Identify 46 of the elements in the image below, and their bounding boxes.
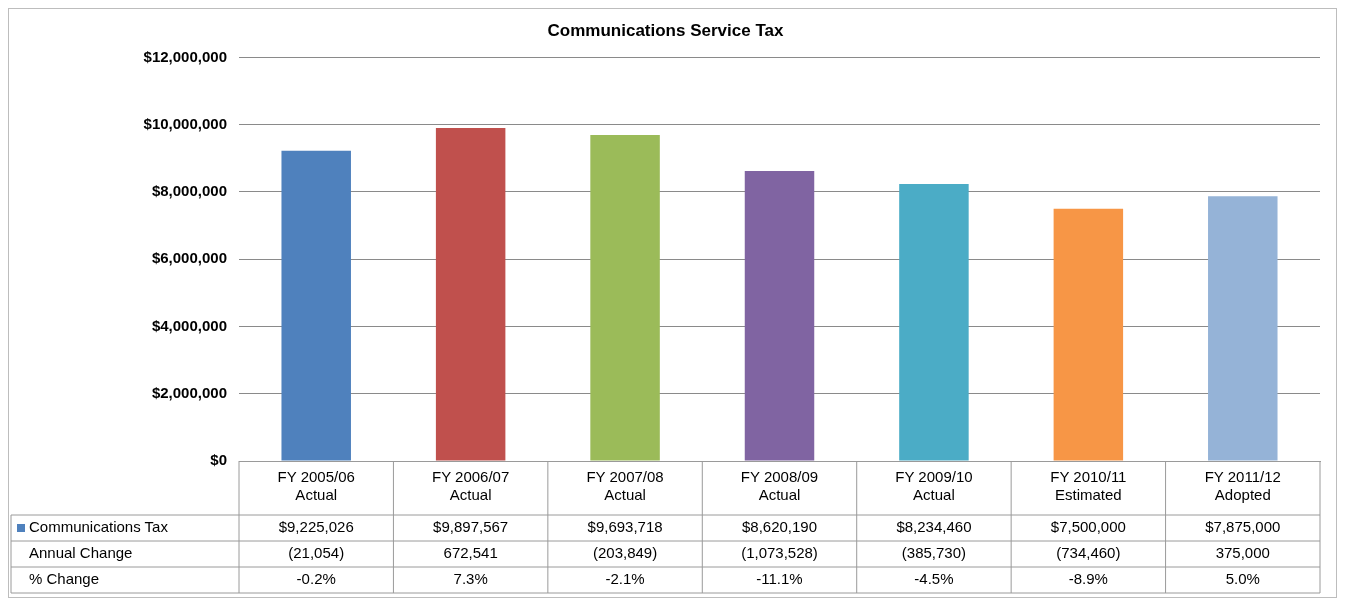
text: -2.1% <box>605 570 645 588</box>
x-tick-label: FY 2009/10 Actual <box>895 468 973 504</box>
y-tick-label: $4,000,000 <box>151 316 227 334</box>
text: 375,000 <box>1215 544 1270 562</box>
text: (385,730) <box>901 544 967 562</box>
bar <box>744 171 815 461</box>
x-tick-label: FY 2008/09 Actual <box>740 468 819 504</box>
bar <box>1053 208 1124 461</box>
text: -4.5% <box>914 570 954 588</box>
legend-label: Communications Tax <box>29 518 169 536</box>
text: (734,460) <box>1056 544 1121 562</box>
x-tick-label: FY 2005/06 Actual <box>277 468 355 504</box>
y-tick-label: $0 <box>210 451 227 469</box>
x-tick-label: FY 2010/11 Estimated <box>1050 468 1127 504</box>
y-tick-label: $12,000,000 <box>143 47 227 65</box>
y-tick-label: $10,000,000 <box>143 114 227 132</box>
bar <box>899 184 969 461</box>
bar <box>1208 196 1278 461</box>
chart-title: Communications Service Tax <box>547 20 784 40</box>
data-label: $8,620,190 <box>741 518 818 536</box>
bar <box>281 150 351 461</box>
x-tick-label: FY 2011/12 Adopted <box>1204 468 1281 504</box>
text: -8.9% <box>1068 570 1108 588</box>
bar <box>590 134 660 461</box>
bar <box>435 128 506 461</box>
text: (203,849) <box>592 544 658 562</box>
y-tick-label: $2,000,000 <box>151 383 227 401</box>
data-label: $7,500,000 <box>1050 518 1126 536</box>
text: 5.0% <box>1225 570 1260 588</box>
data-label: $8,234,460 <box>896 518 972 536</box>
data-label: $9,225,026 <box>278 518 354 536</box>
y-tick-label: $6,000,000 <box>151 249 227 267</box>
data-label: $9,693,718 <box>587 518 663 536</box>
data-label: $7,875,000 <box>1205 518 1281 536</box>
y-tick-label: $8,000,000 <box>151 182 227 200</box>
data-label: $9,897,567 <box>433 518 509 536</box>
x-tick-label: FY 2006/07 Actual <box>431 468 510 504</box>
text: 672,541 <box>443 544 498 562</box>
text: (21,054) <box>288 544 345 562</box>
text: 7.3% <box>453 570 488 588</box>
text: (1,073,528) <box>741 544 818 562</box>
text: Annual Change <box>29 544 133 562</box>
text: -0.2% <box>296 570 336 588</box>
x-tick-label: FY 2007/08 Actual <box>586 468 664 504</box>
text: -11.1% <box>756 570 803 588</box>
text: % Change <box>29 570 100 588</box>
